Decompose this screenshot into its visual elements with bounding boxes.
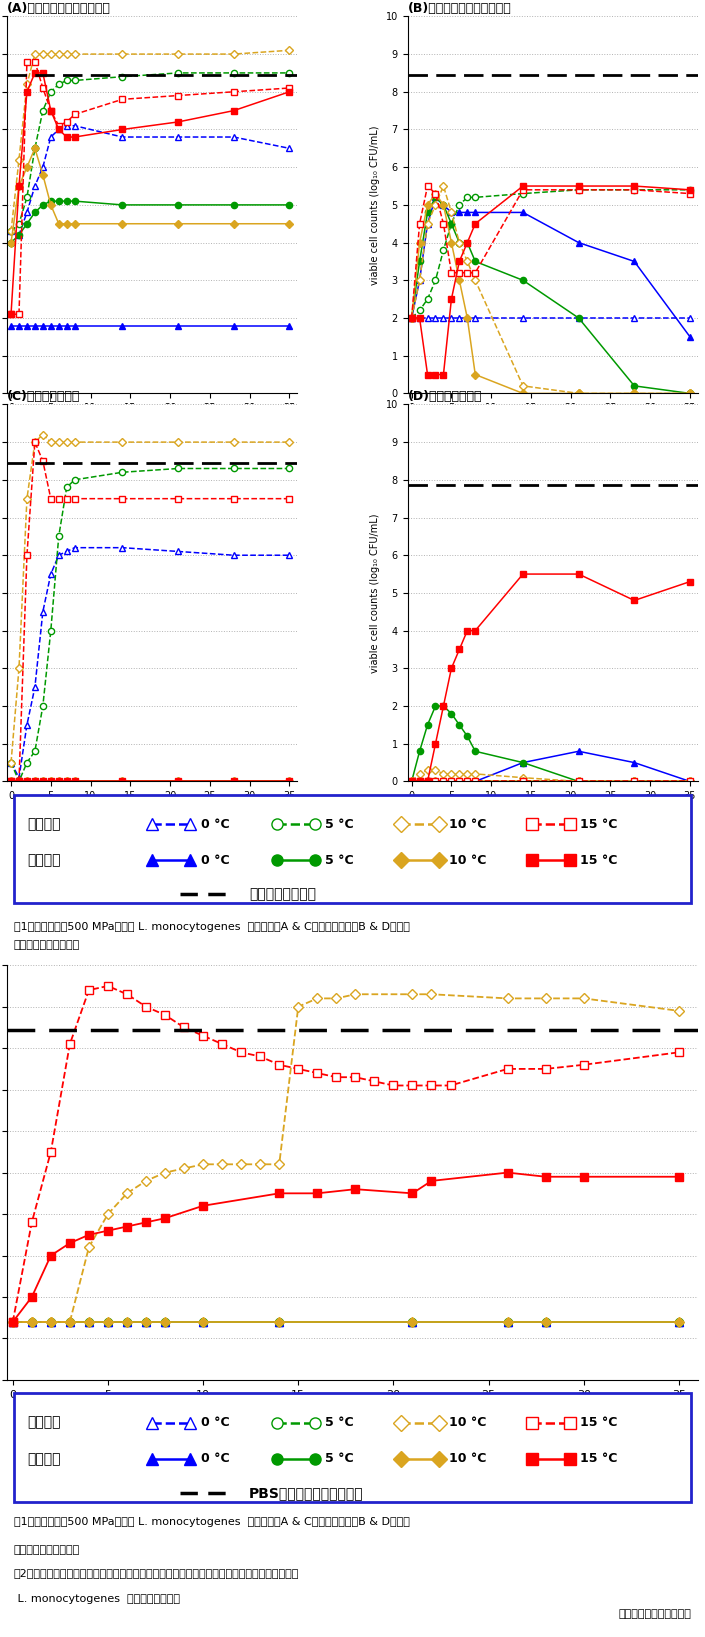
Text: 0 °C: 0 °C [200, 1452, 229, 1465]
Text: 富栄養：: 富栄養： [27, 1416, 61, 1429]
Text: L. monocytogenes  の健常菌増殖挙動: L. monocytogenes の健常菌増殖挙動 [14, 1594, 180, 1604]
X-axis label: storage (d): storage (d) [522, 807, 584, 817]
FancyBboxPatch shape [14, 794, 691, 904]
Text: (C)富栄養；健常菌: (C)富栄養；健常菌 [7, 390, 80, 403]
FancyBboxPatch shape [14, 1393, 691, 1501]
X-axis label: storage time (d): storage time (d) [302, 1405, 403, 1418]
Text: 貪栄養：: 貪栄養： [27, 853, 61, 868]
Text: 図2　富栄養（液体培地）及び貪栄養（熱死滅菌のリン酸縚衝生理食塩水懸濃液）条件における: 図2 富栄養（液体培地）及び貪栄養（熱死滅菌のリン酸縚衝生理食塩水懸濃液）条件に… [14, 1568, 300, 1578]
Y-axis label: viable cell counts (log₁₀ CFU/mL): viable cell counts (log₁₀ CFU/mL) [370, 512, 380, 673]
Text: 0 °C: 0 °C [200, 1416, 229, 1429]
Text: 5 °C: 5 °C [325, 1452, 353, 1465]
Text: (A)富栄養；健常菌＋損傷菌: (A)富栄養；健常菌＋損傷菌 [7, 2, 111, 15]
Text: 10 °C: 10 °C [449, 1416, 486, 1429]
Text: 5 °C: 5 °C [325, 855, 353, 868]
X-axis label: storage (d): storage (d) [121, 419, 183, 429]
Text: 10 °C: 10 °C [449, 817, 486, 830]
Text: (D)貪栄養；健常菌: (D)貪栄養；健常菌 [407, 390, 482, 403]
Text: 0 °C: 0 °C [200, 817, 229, 830]
Text: 15 °C: 15 °C [580, 817, 618, 830]
Text: 15 °C: 15 °C [580, 855, 618, 868]
Text: での低温での回復挙動: での低温での回復挙動 [14, 1545, 80, 1555]
X-axis label: storage (d): storage (d) [522, 419, 584, 429]
Text: 5 °C: 5 °C [325, 817, 353, 830]
Text: 富栄養：: 富栄養： [27, 817, 61, 832]
Text: 15 °C: 15 °C [580, 1416, 618, 1429]
Text: 0 °C: 0 °C [200, 855, 229, 868]
Text: 5 °C: 5 °C [325, 1416, 353, 1429]
Text: 10 °C: 10 °C [449, 1452, 486, 1465]
X-axis label: storage (d): storage (d) [121, 807, 183, 817]
Y-axis label: viable cell counts (log₁₀ CFU/mL): viable cell counts (log₁₀ CFU/mL) [370, 124, 380, 285]
Text: 高圧処理前の菌数: 高圧処理前の菌数 [249, 887, 316, 902]
Text: (B)貪栄養；健常菌＋損傷菌: (B)貪栄養；健常菌＋損傷菌 [407, 2, 511, 15]
Text: 10 °C: 10 °C [449, 855, 486, 868]
Text: PBSに添加した熱死滅菌数: PBSに添加した熱死滅菌数 [249, 1486, 364, 1499]
Text: 15 °C: 15 °C [580, 1452, 618, 1465]
Text: （中浦嘉子、山本和貴）: （中浦嘉子、山本和貴） [618, 1609, 691, 1619]
Text: 図1　高圧処理（500 MPa）した L. monocytogenes  の富栄養（A & C）及び貪栄養（B & D）条件: 図1 高圧処理（500 MPa）した L. monocytogenes の富栄養… [14, 922, 410, 931]
Text: での低温での回復挙動: での低温での回復挙動 [14, 941, 80, 951]
Text: 図1　高圧処理（500 MPa）した L. monocytogenes  の富栄養（A & C）及び貪栄養（B & D）条件: 図1 高圧処理（500 MPa）した L. monocytogenes の富栄養… [14, 1517, 410, 1527]
Text: 貪栄養：: 貪栄養： [27, 1452, 61, 1465]
